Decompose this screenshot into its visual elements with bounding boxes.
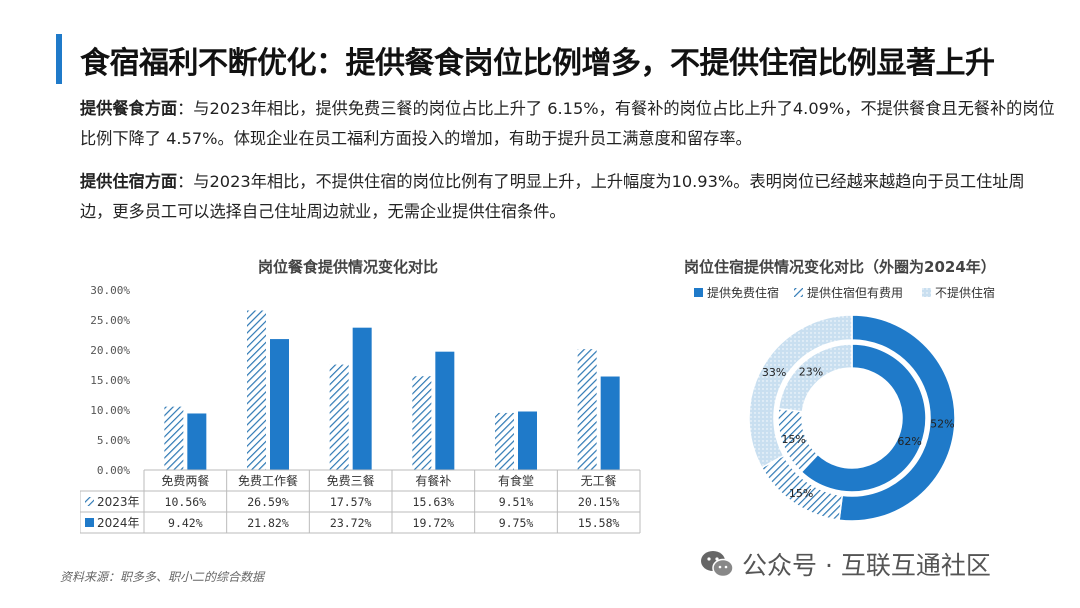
legend-label: 提供免费住宿 [707, 285, 779, 300]
data-label: 9.42% [168, 516, 203, 530]
housing-donut-chart: 提供免费住宿 提供住宿但有费用 不提供住宿 52% 15% 33% 62% 15% 23% [694, 285, 995, 522]
bar-2023年-免费两餐 [164, 406, 184, 470]
slice-2024年-不提供住宿 [748, 314, 853, 469]
legend-swatch-提供免费住宿 [694, 288, 703, 297]
meal-bar-chart: 0.00% 5.00% 10.00% 15.00% 20.00% 25.00% 30.00%… [80, 284, 641, 534]
title-accent-bar [56, 34, 62, 84]
slice-label: 23% [799, 365, 823, 378]
slice-label: 33% [762, 366, 786, 379]
legend-label: 2024年 [97, 516, 140, 530]
y-tick-label: 20.00% [90, 344, 130, 357]
bar-2024年-免费工作餐 [270, 339, 289, 470]
category-label: 免费工作餐 [238, 473, 298, 488]
watermark: 公众号 · 互联互通社区 [700, 546, 991, 582]
bar-2023年-有餐补 [412, 376, 432, 470]
data-label: 15.63% [413, 495, 455, 509]
bar-2024年-免费两餐 [187, 413, 207, 470]
legend-swatch-2023年 [85, 497, 94, 506]
watermark-text: 公众号 · 互联互通社区 [742, 551, 991, 580]
slice-2023年-不提供住宿 [777, 343, 853, 413]
paragraph-meals: 提供餐食方面：与2023年相比，提供免费三餐的岗位占比上升了 6.15%，有餐补… [80, 94, 1055, 154]
paragraph-meals-label: 提供餐食方面 [80, 99, 178, 118]
donut-chart-title: 岗位住宿提供情况变化对比（外圈为2024年） [684, 258, 996, 276]
y-tick-label: 25.00% [90, 314, 130, 327]
slice-label: 15% [789, 487, 813, 500]
data-label: 9.51% [499, 495, 534, 509]
legend-swatch-提供住宿但有费用 [794, 288, 803, 297]
wechat-icon [701, 551, 734, 578]
legend-swatch-不提供住宿 [922, 288, 931, 297]
slice-label: 52% [930, 418, 954, 431]
data-label: 19.72% [413, 516, 455, 530]
bar-2023年-免费三餐 [329, 364, 349, 470]
slice-label: 62% [897, 435, 921, 448]
bar-2023年-无工餐 [577, 349, 597, 470]
page-title: 食宿福利不断优化：提供餐食岗位比例增多，不提供住宿比例显著上升 [80, 46, 995, 81]
y-tick-label: 5.00% [97, 434, 130, 447]
slice-label: 15% [781, 433, 805, 446]
bar-2023年-有食堂 [495, 412, 514, 470]
paragraph-housing: 提供住宿方面：与2023年相比，不提供住宿的岗位比例有了明显上升，上升幅度为10… [80, 167, 1055, 227]
y-tick-label: 10.00% [90, 404, 130, 417]
slice-2023年-提供免费住宿 [800, 343, 927, 493]
category-label: 有食堂 [498, 473, 534, 488]
bar-2024年-有食堂 [518, 411, 537, 470]
data-label: 23.72% [330, 516, 372, 530]
slice-2024年-提供免费住宿 [838, 314, 956, 522]
data-label: 17.57% [330, 495, 372, 509]
bar-2023年-免费工作餐 [247, 310, 266, 470]
y-tick-label: 30.00% [90, 284, 130, 297]
bar-2024年-无工餐 [600, 376, 620, 470]
legend-label: 不提供住宿 [935, 285, 995, 300]
data-label: 9.75% [499, 516, 534, 530]
data-label: 21.82% [247, 516, 289, 530]
category-label: 有餐补 [415, 473, 451, 488]
bar-chart-title: 岗位餐食提供情况变化对比 [258, 258, 439, 276]
bar-2024年-免费三餐 [352, 327, 372, 470]
legend-label: 2023年 [97, 495, 140, 509]
category-label: 免费三餐 [327, 473, 375, 488]
legend-label: 提供住宿但有费用 [807, 285, 903, 300]
data-label: 26.59% [247, 495, 289, 509]
y-tick-label: 15.00% [90, 374, 130, 387]
paragraph-housing-label: 提供住宿方面 [80, 172, 178, 191]
legend-swatch-2024年 [85, 518, 94, 527]
paragraph-housing-text: ：与2023年相比，不提供住宿的岗位比例有了明显上升，上升幅度为10.93%。表… [80, 172, 1025, 221]
y-tick-label: 0.00% [97, 464, 130, 477]
data-source-note: 资料来源：职多多、职小二的综合数据 [60, 570, 265, 584]
data-label: 20.15% [578, 495, 620, 509]
bar-2024年-有餐补 [435, 351, 455, 470]
category-label: 免费两餐 [161, 473, 209, 488]
data-label: 10.56% [165, 495, 207, 509]
category-label: 无工餐 [581, 473, 617, 488]
data-label: 15.58% [578, 516, 620, 530]
paragraph-meals-text: ：与2023年相比，提供免费三餐的岗位占比上升了 6.15%，有餐补的岗位占比上… [80, 99, 1055, 148]
